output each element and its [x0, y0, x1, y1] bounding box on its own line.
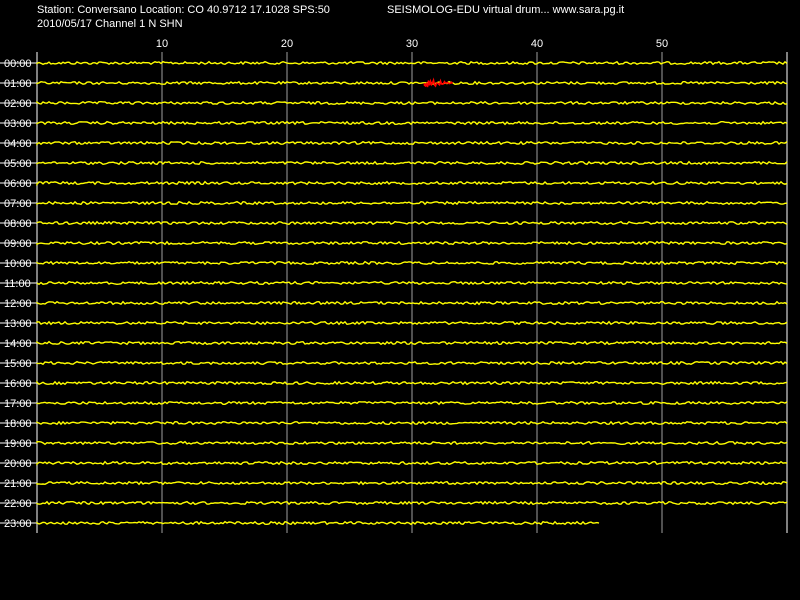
row-label-08:00: 08:00 — [4, 218, 32, 230]
trace-row-18:00 — [36, 420, 788, 426]
row-label-12:00: 12:00 — [4, 298, 32, 310]
trace-row-12:00 — [36, 300, 788, 306]
x-tick-label-30: 30 — [406, 38, 418, 50]
row-label-05:00: 05:00 — [4, 158, 32, 170]
trace-row-16:00 — [36, 380, 788, 386]
x-tick-label-40: 40 — [531, 38, 543, 50]
x-tick-label-10: 10 — [156, 38, 168, 50]
row-label-18:00: 18:00 — [4, 418, 32, 430]
trace-row-03:00 — [36, 120, 788, 126]
row-label-04:00: 04:00 — [4, 138, 32, 150]
station-info-text: Station: Conversano Location: CO 40.9712… — [37, 4, 330, 16]
row-label-14:00: 14:00 — [4, 338, 32, 350]
trace-row-13:00 — [36, 320, 788, 326]
trace-row-22:00 — [36, 500, 788, 506]
trace-row-10:00 — [36, 260, 788, 266]
trace-row-20:00 — [36, 460, 788, 466]
row-label-10:00: 10:00 — [4, 258, 32, 270]
x-tick-label-20: 20 — [281, 38, 293, 50]
trace-row-02:00 — [36, 100, 788, 106]
row-label-03:00: 03:00 — [4, 118, 32, 130]
row-label-22:00: 22:00 — [4, 498, 32, 510]
row-label-06:00: 06:00 — [4, 178, 32, 190]
trace-row-06:00 — [36, 180, 788, 187]
row-label-13:00: 13:00 — [4, 318, 32, 330]
row-label-21:00: 21:00 — [4, 478, 32, 490]
trace-row-23:00 — [36, 520, 600, 526]
trace-row-17:00 — [36, 400, 788, 406]
app-title-text: SEISMOLOG-EDU virtual drum... www.sara.p… — [387, 4, 625, 16]
trace-row-15:00 — [36, 360, 788, 366]
row-label-17:00: 17:00 — [4, 398, 32, 410]
row-label-15:00: 15:00 — [4, 358, 32, 370]
trace-row-11:00 — [36, 280, 788, 286]
row-label-16:00: 16:00 — [4, 378, 32, 390]
row-label-11:00: 11:00 — [4, 278, 31, 290]
row-label-09:00: 09:00 — [4, 238, 32, 250]
event-trace-01:00 — [423, 77, 454, 88]
trace-row-14:00 — [36, 340, 788, 346]
trace-row-08:00 — [36, 220, 788, 226]
trace-row-04:00 — [36, 140, 788, 146]
trace-row-00:00 — [36, 60, 788, 66]
row-label-00:00: 00:00 — [4, 58, 32, 70]
row-label-23:00: 23:00 — [4, 518, 32, 530]
x-tick-label-50: 50 — [656, 38, 668, 50]
trace-row-21:00 — [36, 480, 788, 486]
row-label-02:00: 02:00 — [4, 98, 32, 110]
row-label-01:00: 01:00 — [4, 78, 32, 90]
date-channel-text: 2010/05/17 Channel 1 N SHN — [37, 18, 183, 30]
row-label-07:00: 07:00 — [4, 198, 32, 210]
row-label-19:00: 19:00 — [4, 438, 32, 450]
trace-row-09:00 — [36, 240, 788, 246]
trace-row-05:00 — [36, 160, 788, 166]
trace-row-07:00 — [36, 200, 788, 206]
trace-row-01:00 — [36, 80, 788, 86]
row-label-20:00: 20:00 — [4, 458, 32, 470]
trace-row-19:00 — [36, 440, 788, 446]
